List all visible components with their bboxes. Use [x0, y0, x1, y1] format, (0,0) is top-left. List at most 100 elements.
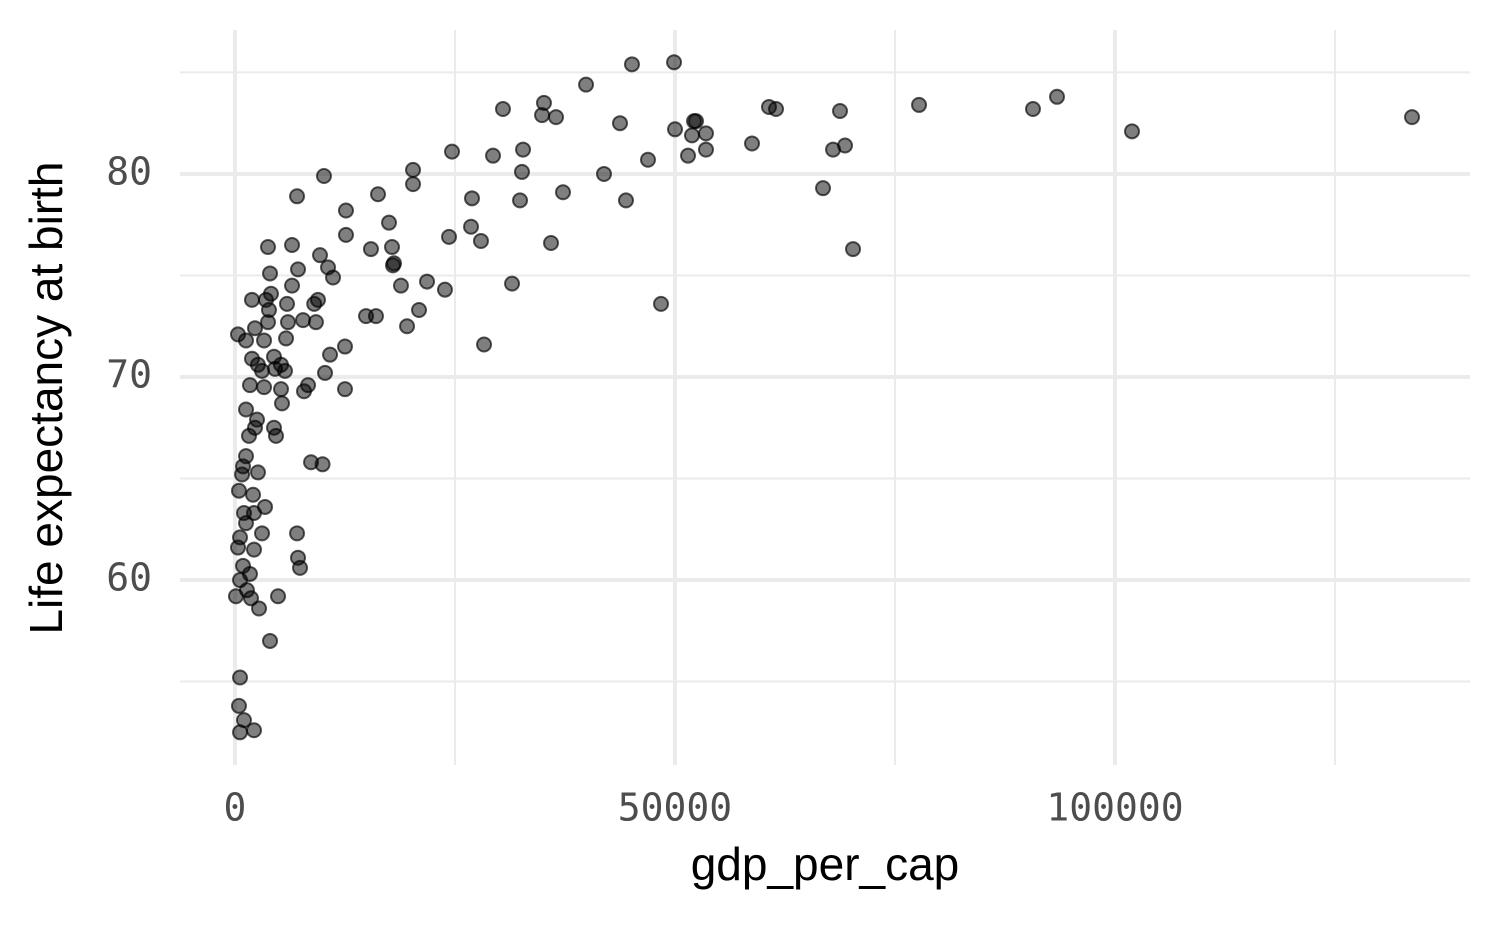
point: [1024, 100, 1041, 117]
point: [337, 338, 354, 355]
point: [289, 188, 306, 205]
x-tick-label: 0: [224, 786, 247, 830]
point: [289, 525, 306, 542]
point: [381, 214, 398, 231]
point: [554, 184, 571, 201]
point: [260, 239, 277, 256]
y-tick-label: 70: [106, 352, 152, 396]
point: [232, 724, 249, 741]
point: [279, 295, 296, 312]
point: [256, 379, 273, 396]
point: [578, 76, 595, 93]
point: [472, 232, 489, 249]
point: [617, 192, 634, 209]
point: [240, 427, 257, 444]
point: [241, 565, 258, 582]
point: [384, 257, 401, 274]
point: [229, 539, 246, 556]
point: [697, 125, 714, 142]
point: [337, 381, 354, 398]
point: [270, 588, 287, 605]
point: [392, 277, 409, 294]
point: [284, 237, 301, 254]
point: [494, 100, 511, 117]
point: [241, 377, 258, 394]
point: [238, 401, 255, 418]
point: [273, 395, 290, 412]
y-axis-title: Life expectancy at birth: [20, 161, 72, 634]
point: [683, 127, 700, 144]
point: [419, 273, 436, 290]
point: [405, 176, 422, 193]
point: [295, 312, 312, 329]
point: [230, 697, 247, 714]
point: [485, 147, 502, 164]
point: [254, 525, 271, 542]
point: [278, 330, 295, 347]
point: [256, 332, 273, 349]
point: [1123, 123, 1140, 140]
point: [639, 151, 656, 168]
point: [251, 600, 268, 617]
x-axis-title: gdp_per_cap: [691, 838, 960, 890]
point: [320, 259, 337, 276]
point: [358, 308, 375, 325]
point: [504, 275, 521, 292]
point: [463, 190, 480, 207]
point: [249, 464, 266, 481]
point: [290, 261, 307, 278]
point: [825, 141, 842, 158]
point: [667, 121, 684, 138]
point: [312, 247, 329, 264]
point: [260, 314, 277, 331]
point: [295, 383, 312, 400]
point: [1404, 109, 1421, 126]
point: [383, 239, 400, 256]
y-tick-label: 60: [106, 556, 152, 600]
point: [243, 350, 260, 367]
point: [411, 301, 428, 318]
point: [267, 360, 284, 377]
x-tick-label: 100000: [1046, 786, 1183, 830]
point: [476, 336, 493, 353]
point: [515, 141, 532, 158]
grid: [180, 30, 1470, 765]
point: [653, 295, 670, 312]
point: [362, 241, 379, 258]
point: [612, 115, 629, 132]
point: [246, 541, 263, 558]
point: [238, 515, 255, 532]
point: [405, 161, 422, 178]
point: [306, 295, 323, 312]
point: [243, 291, 260, 308]
point: [229, 326, 246, 343]
point: [322, 346, 339, 363]
point: [512, 192, 529, 209]
point: [436, 281, 453, 298]
point: [370, 186, 387, 203]
point: [548, 109, 565, 126]
point: [265, 419, 282, 436]
point: [234, 466, 251, 483]
point: [911, 96, 928, 113]
point: [845, 241, 862, 258]
x-tick-label: 50000: [618, 786, 732, 830]
point: [760, 98, 777, 115]
point: [273, 381, 290, 398]
point: [245, 486, 262, 503]
point: [543, 234, 560, 251]
point: [303, 454, 320, 471]
point: [399, 318, 416, 335]
point: [337, 202, 354, 219]
point: [262, 265, 279, 282]
point: [623, 56, 640, 73]
point: [595, 165, 612, 182]
point: [262, 632, 279, 649]
point: [832, 103, 849, 120]
point: [744, 135, 761, 152]
point: [317, 364, 334, 381]
point: [307, 314, 324, 331]
point: [315, 167, 332, 184]
point: [688, 113, 705, 130]
point: [243, 590, 260, 607]
